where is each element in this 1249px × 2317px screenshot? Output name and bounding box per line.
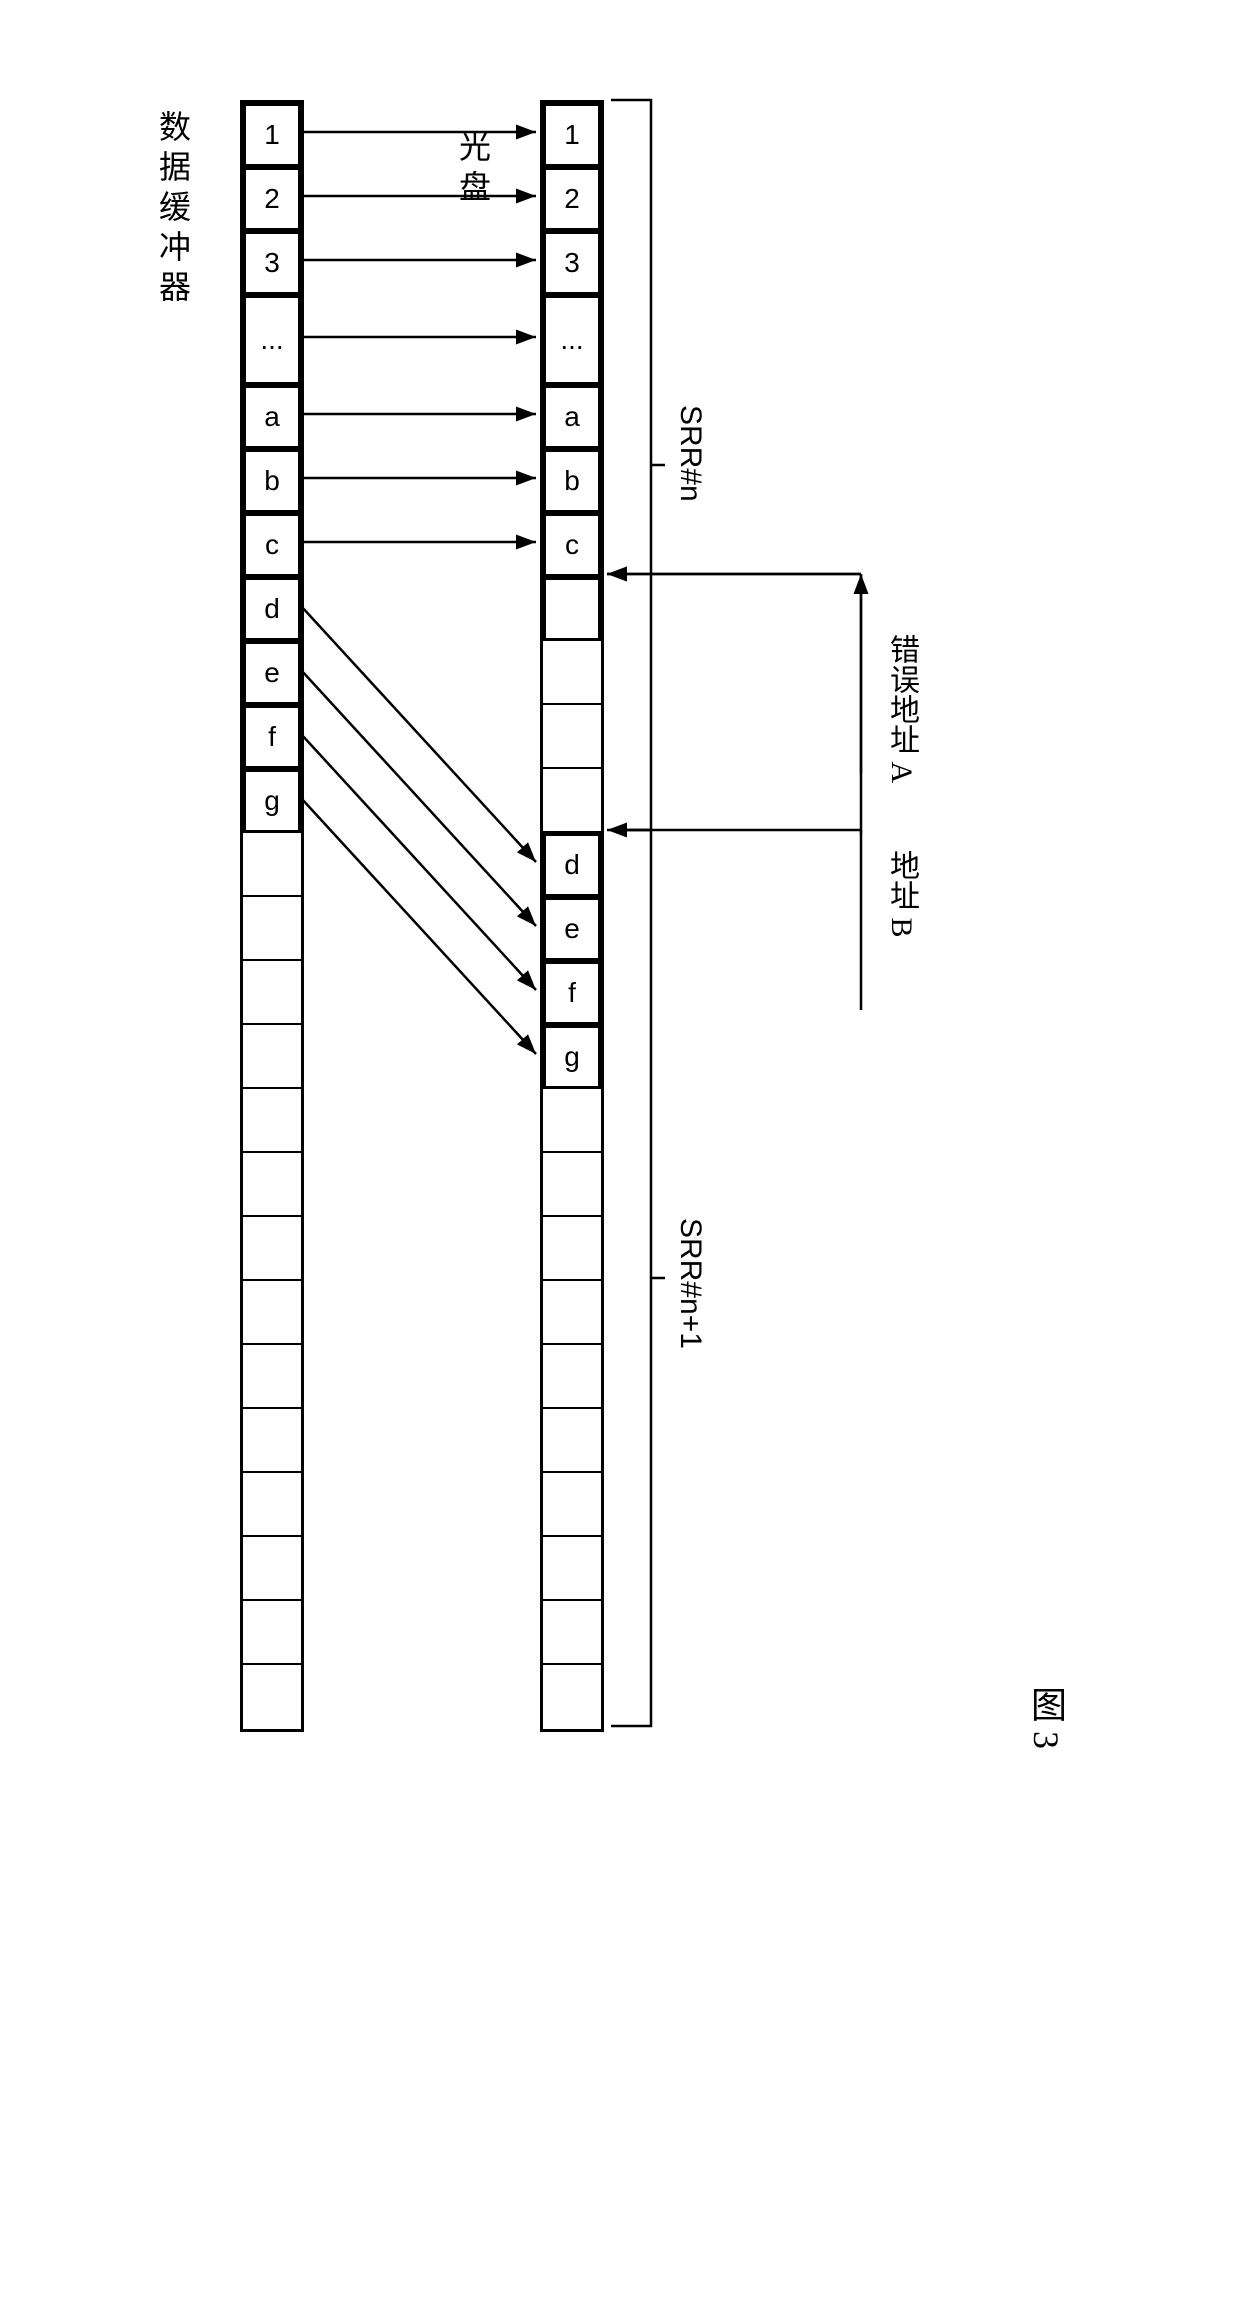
cell: [543, 641, 601, 705]
cell: ...: [243, 295, 301, 385]
cell: [243, 833, 301, 897]
cell: [243, 1665, 301, 1729]
cell: a: [543, 385, 601, 449]
cell: [543, 769, 601, 833]
cell: [543, 1217, 601, 1281]
cell: [543, 1537, 601, 1601]
cell: 2: [243, 167, 301, 231]
cell: g: [543, 1025, 601, 1089]
cell: f: [543, 961, 601, 1025]
cell: a: [243, 385, 301, 449]
cell: d: [243, 577, 301, 641]
cell: [543, 577, 601, 641]
cell: f: [243, 705, 301, 769]
cell: [243, 1089, 301, 1153]
cell: g: [243, 769, 301, 833]
figure-caption: 图 3: [1020, 1686, 1072, 1749]
cell: c: [243, 513, 301, 577]
cell: [243, 1601, 301, 1665]
cell: 1: [243, 103, 301, 167]
cell: 3: [543, 231, 601, 295]
brace-label: SRR#n: [673, 405, 707, 502]
cell: 3: [243, 231, 301, 295]
cell: [543, 1153, 601, 1217]
cell: [243, 1281, 301, 1345]
cell: [543, 1089, 601, 1153]
cell: e: [243, 641, 301, 705]
cell: b: [543, 449, 601, 513]
cell: [243, 961, 301, 1025]
cell: [543, 1281, 601, 1345]
cell: [243, 1153, 301, 1217]
cell: [243, 1473, 301, 1537]
cell: [543, 1601, 601, 1665]
cell: e: [543, 897, 601, 961]
cell: [243, 1409, 301, 1473]
cell: [243, 1537, 301, 1601]
cell: [543, 1473, 601, 1537]
cell: [543, 1665, 601, 1729]
brace-label: SRR#n+1: [673, 1218, 707, 1349]
cell: [543, 1409, 601, 1473]
cell: 2: [543, 167, 601, 231]
cell: ...: [543, 295, 601, 385]
cell: b: [243, 449, 301, 513]
cell: [243, 1217, 301, 1281]
cell: [243, 897, 301, 961]
addr-b-label: 地址 B: [879, 850, 923, 938]
disc-label: 光盘: [450, 130, 496, 210]
cell: 1: [543, 103, 601, 167]
cell: [543, 705, 601, 769]
cell: c: [543, 513, 601, 577]
cell: [243, 1025, 301, 1089]
cell: d: [543, 833, 601, 897]
cell: [543, 1345, 601, 1409]
buffer-label: 数据缓冲器: [150, 110, 196, 310]
cell: [243, 1345, 301, 1409]
addr-a-label: 错误地址 A: [879, 634, 923, 783]
